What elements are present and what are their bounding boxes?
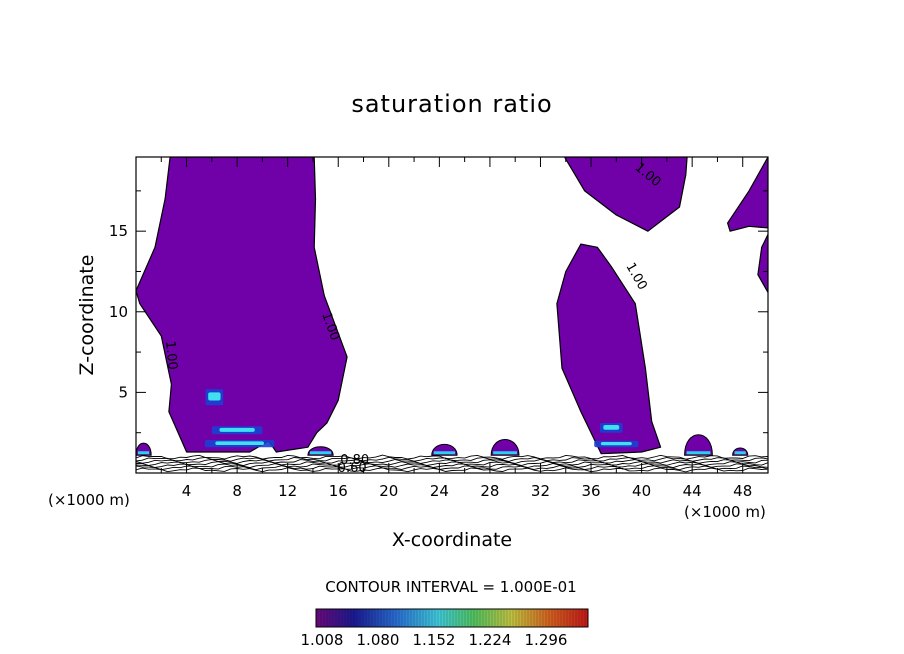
colorbar-stripes	[317, 610, 586, 626]
blob-core	[433, 451, 456, 455]
blob-core	[734, 451, 746, 455]
y-tick-label: 10	[109, 303, 128, 321]
supersaturated-region	[726, 157, 768, 232]
x-tick-label: 32	[531, 482, 550, 500]
blob-core	[493, 451, 517, 455]
contour-label: 1.00	[162, 340, 179, 370]
x-tick-label: 40	[632, 482, 651, 500]
blob-core	[686, 451, 711, 455]
bright-cell-core	[600, 442, 632, 446]
colorbar-tick-label: 1.008	[301, 631, 344, 649]
contour-label-text: 1.00	[622, 260, 649, 293]
colorbar-tick-label: 1.224	[469, 631, 512, 649]
colorbar-ticks: 1.008 1.080 1.152 1.224 1.296	[301, 631, 568, 649]
contour-interval-text: CONTOUR INTERVAL = 1.000E-01	[325, 578, 576, 596]
plot-frame	[135, 156, 769, 474]
bright-cell-core	[219, 427, 255, 432]
x-tick-label: 20	[379, 482, 398, 500]
x-tick-label: 12	[278, 482, 297, 500]
plot-area: 1.001.001.001.000.800.60	[136, 157, 768, 476]
surface-contour-line	[136, 465, 768, 471]
x-tick-label: 24	[430, 482, 449, 500]
x-unit-left: (×1000 m)	[48, 491, 130, 509]
x-tick-label: 44	[683, 482, 702, 500]
colorbar-tick-label: 1.080	[357, 631, 400, 649]
surface-contour-line	[136, 463, 768, 469]
contour-label: 0.60	[338, 461, 367, 476]
supersaturated-region	[136, 157, 348, 453]
blob-core	[309, 451, 332, 455]
x-axis-label: X-coordinate	[392, 529, 512, 551]
x-tick-label: 48	[733, 482, 752, 500]
surface-contour-line	[136, 456, 768, 462]
y-tick-label: 5	[118, 383, 128, 401]
bright-cell-core	[215, 441, 264, 446]
low-level-blob	[684, 434, 713, 456]
surface-contour-line	[136, 454, 768, 460]
colorbar-tick-label: 1.296	[525, 631, 568, 649]
x-tick-label: 8	[232, 482, 242, 500]
surface-contour-line	[136, 460, 768, 467]
x-unit-right: (×1000 m)	[684, 503, 766, 521]
bright-cell-core	[208, 392, 221, 401]
contour-label: 1.00	[622, 260, 649, 293]
x-tick-label: 16	[329, 482, 348, 500]
surface-contour-line	[136, 467, 768, 473]
x-tick-label: 36	[581, 482, 600, 500]
y-tick-label: 15	[109, 222, 128, 240]
colorbar-tick-label: 1.152	[413, 631, 456, 649]
colorbar	[315, 608, 589, 628]
contour-label: 0.80	[340, 453, 369, 468]
bright-cell-core	[603, 424, 620, 430]
supersaturated-region	[563, 157, 688, 232]
contour-label-text: 1.00	[162, 340, 179, 370]
supersaturated-region	[757, 233, 768, 293]
x-tick-label: 28	[480, 482, 499, 500]
supersaturated-region	[556, 243, 662, 455]
y-axis-label: Z-coordinate	[76, 255, 98, 376]
contour-label-text: 0.60	[338, 461, 367, 476]
blob-core	[138, 451, 150, 455]
x-tick-label: 4	[182, 482, 192, 500]
chart-title: saturation ratio	[351, 90, 552, 118]
contour-label-text: 0.80	[340, 453, 369, 468]
